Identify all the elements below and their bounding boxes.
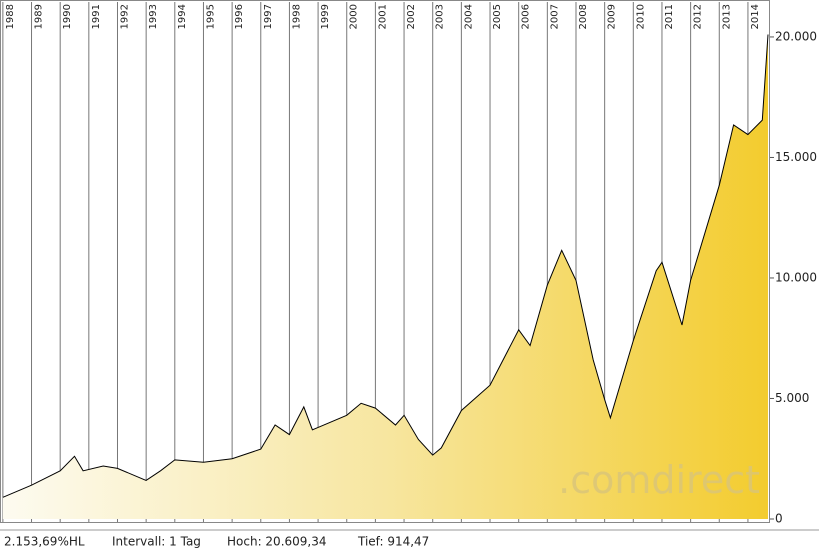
x-tick-label: 1993 <box>148 4 159 29</box>
x-tick-label: 1996 <box>234 4 245 29</box>
x-tick-label: 1997 <box>263 4 274 29</box>
x-tick-label: 2005 <box>492 4 503 29</box>
footer-text: Intervall: 1 Tag <box>112 535 201 549</box>
x-tick-label: 2001 <box>377 4 388 29</box>
x-tick-label: 2009 <box>607 4 618 29</box>
x-tick-label: 1988 <box>5 4 16 29</box>
x-tick-label: 2004 <box>463 4 474 29</box>
x-tick-label: 1999 <box>320 4 331 29</box>
y-tick-label: 0 <box>775 511 783 525</box>
x-tick-label: 2011 <box>664 4 675 29</box>
x-tick-label: 1998 <box>291 4 302 29</box>
x-tick-label: 2008 <box>578 4 589 29</box>
x-tick-label: 2010 <box>635 4 646 29</box>
x-tick-label: 2007 <box>549 4 560 29</box>
y-tick-label: 5.000 <box>775 391 809 405</box>
footer-text: 2.153,69%HL <box>4 535 85 549</box>
footer-text: Tief: 914,47 <box>357 535 429 549</box>
x-tick-label: 2000 <box>349 4 360 29</box>
x-tick-label: 1995 <box>205 4 216 29</box>
x-tick-label: 1994 <box>177 4 188 29</box>
y-tick-label: 20.000 <box>775 29 817 43</box>
footer-text: Hoch: 20.609,34 <box>227 535 327 549</box>
x-tick-label: 2003 <box>435 4 446 29</box>
y-tick-label: 15.000 <box>775 150 817 164</box>
x-tick-label: 1990 <box>62 4 73 29</box>
x-tick-label: 1992 <box>119 4 130 29</box>
line <box>2 34 769 498</box>
y-tick-label: 10.000 <box>775 270 817 284</box>
x-tick-label: 1991 <box>91 4 102 29</box>
x-tick-label: 1989 <box>34 4 45 29</box>
area <box>2 34 768 519</box>
x-tick-label: 2002 <box>406 4 417 29</box>
x-tick-label: 2012 <box>693 4 704 29</box>
x-tick-label: 2013 <box>721 4 732 29</box>
x-tick-label: 2006 <box>521 4 532 29</box>
x-tick-label: 2014 <box>750 4 761 29</box>
watermark: .comdirect <box>558 458 760 502</box>
